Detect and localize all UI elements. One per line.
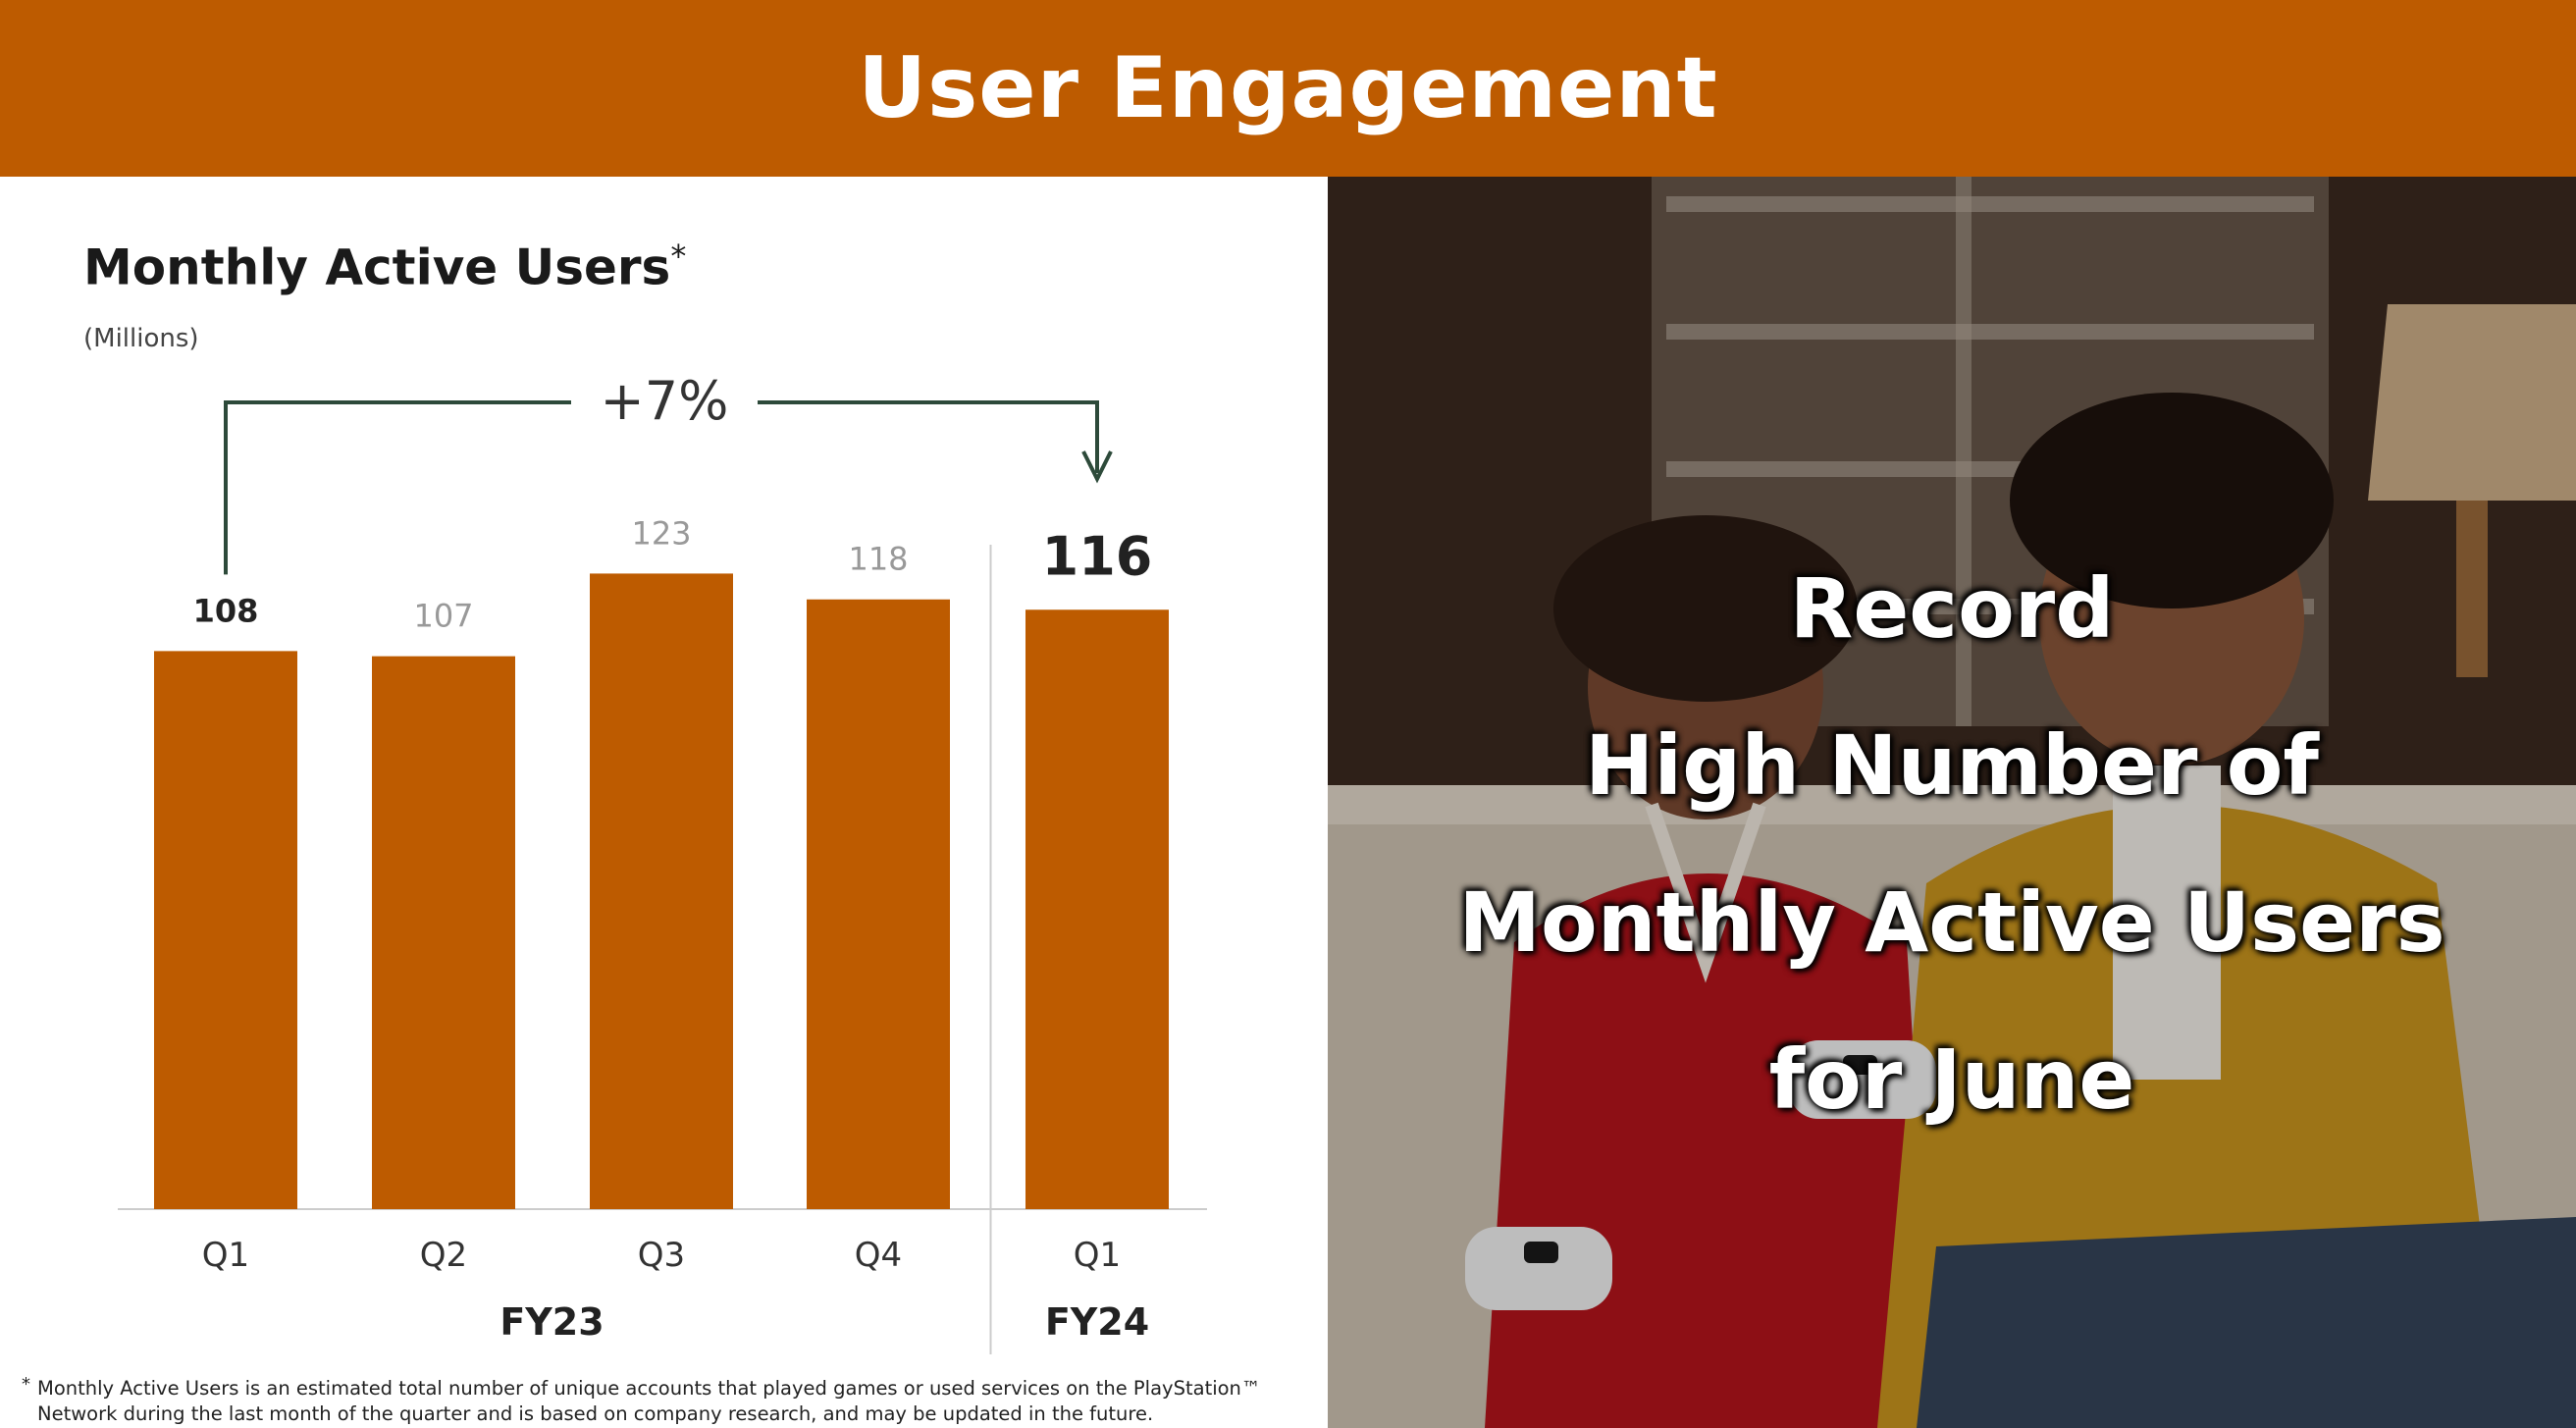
footnote-mark: * [22,1374,30,1395]
headline-line: Record [1789,560,2115,657]
header-banner: User Engagement [0,0,2576,177]
data-label: 116 [1042,525,1153,587]
chart-title: Monthly Active Users* [83,238,687,296]
footnote-text: Monthly Active Users is an estimated tot… [37,1377,1261,1425]
data-label: 108 [193,592,259,629]
bar [154,651,297,1209]
x-tick-label: Q1 [202,1236,249,1275]
x-tick-label: Q2 [420,1236,467,1275]
bar [1025,609,1169,1209]
chart-title-footnote-mark: * [670,238,687,275]
data-label: 123 [631,514,691,552]
photo-headline: Record High Number of Monthly Active Use… [1328,530,2576,1158]
chart-unit-label: (Millions) [83,324,199,353]
x-tick-label: Q4 [855,1236,902,1275]
growth-bracket-left [224,400,571,575]
footnote: * Monthly Active Users is an estimated t… [22,1374,1317,1427]
page-title: User Engagement [858,39,1718,137]
x-tick-label: Q3 [638,1236,685,1275]
data-label: 118 [848,541,908,578]
growth-bracket-right [758,400,1099,473]
headline-line: Monthly Active Users [1458,874,2445,971]
headline-line: High Number of [1585,717,2319,814]
chart-panel: Monthly Active Users* (Millions) 108 Q1 10… [0,177,1328,1428]
x-tick-label: Q1 [1074,1236,1121,1275]
bar [807,599,950,1209]
family-gaming-photo [1328,177,2576,1428]
headline-line: for June [1768,1031,2135,1128]
photo-panel: Record High Number of Monthly Active Use… [1328,177,2576,1428]
period-group-label: FY23 [499,1300,604,1344]
growth-annotation: +7% [601,370,729,432]
bar [590,573,733,1209]
bar-chart: 108 Q1 107 Q2 123 Q3 118 Q4 116 Q1 FY23 FY24 +7% [118,370,1207,1354]
growth-arrow-icon [1081,450,1113,484]
bar [372,656,515,1209]
data-label: 107 [413,598,473,635]
period-group-label: FY24 [1045,1300,1149,1344]
